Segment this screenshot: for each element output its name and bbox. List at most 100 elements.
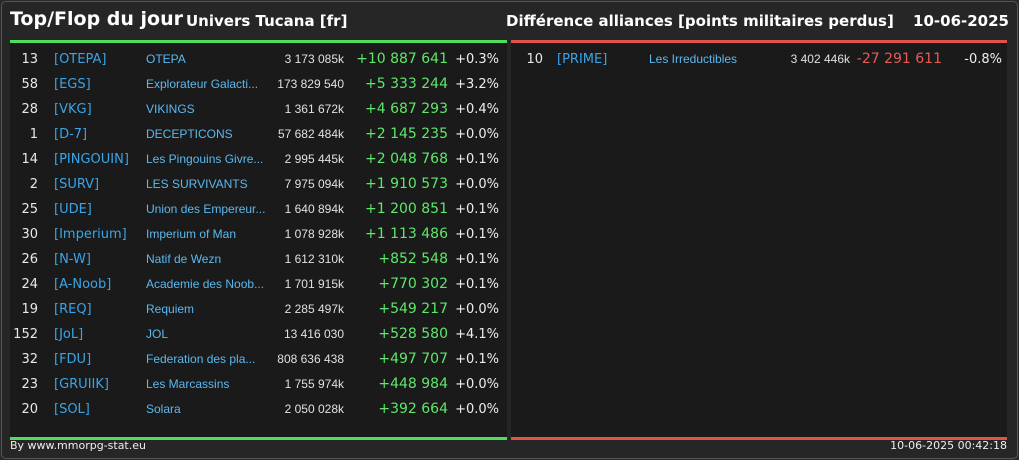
alliance-tag-link[interactable]: [VKG] xyxy=(54,102,92,117)
alliance-name-link[interactable]: Explorateur Galacti... xyxy=(146,77,259,91)
alliance-tag-link[interactable]: [EGS] xyxy=(54,77,91,92)
alliance-tag-link[interactable]: [GRUIIK] xyxy=(54,377,109,392)
points-difference: +528 580 xyxy=(378,326,448,342)
top-row: 26 [N-W] Natif de Wezn 1 612 310k +852 548 +0… xyxy=(10,247,507,272)
alliance-tag-link[interactable]: [PRIME] xyxy=(557,52,608,67)
alliance-points: 2 285 497k xyxy=(284,302,344,316)
top-row: 14 [PINGOUIN] Les Pingouins Givre... 2 995 … xyxy=(10,147,507,172)
alliance-tag-link[interactable]: [Imperium] xyxy=(54,227,127,242)
alliance-rank: 28 xyxy=(21,102,38,117)
alliance-tag-link[interactable]: [SURV] xyxy=(54,177,100,192)
alliance-points: 57 682 484k xyxy=(277,127,344,141)
top-row: 20 [SOL] Solara 2 050 028k +392 664 +0.0% xyxy=(10,397,507,422)
points-difference: +497 707 xyxy=(378,351,448,367)
alliance-name-link[interactable]: Union des Empereur... xyxy=(146,202,266,216)
points-difference: +1 910 573 xyxy=(365,176,448,192)
alliance-rank: 19 xyxy=(21,302,38,317)
percent-change: +0.4% xyxy=(455,102,499,117)
alliance-points: 1 361 672k xyxy=(284,102,344,116)
alliance-rank: 20 xyxy=(21,402,38,417)
points-difference: +1 113 486 xyxy=(365,226,448,242)
top-row: 25 [UDE] Union des Empereur... 1 640 894k +1… xyxy=(10,197,507,222)
alliance-rank: 30 xyxy=(21,227,38,242)
alliance-name-link[interactable]: Federation des pla... xyxy=(146,352,256,366)
flop-row: 10 [PRIME] Les Irreductibles 3 402 446k -27 … xyxy=(511,47,1007,72)
alliance-name-link[interactable]: LES SURVIVANTS xyxy=(146,177,248,191)
report-heading: Différence alliances [points militaires … xyxy=(506,12,1009,30)
alliance-name-link[interactable]: DECEPTICONS xyxy=(146,127,233,141)
alliance-name-link[interactable]: Les Marcassins xyxy=(146,377,230,391)
points-difference: +1 200 851 xyxy=(365,201,448,217)
percent-change: +0.0% xyxy=(455,377,499,392)
report-description: Différence alliances [points militaires … xyxy=(506,12,894,30)
top-row: 23 [GRUIIK] Les Marcassins 1 755 974k +448 9… xyxy=(10,372,507,397)
alliance-name-link[interactable]: Academie des Noob... xyxy=(146,277,265,291)
alliance-rank: 58 xyxy=(21,77,38,92)
points-difference: +392 664 xyxy=(378,401,448,417)
alliance-rank: 1 xyxy=(29,127,38,142)
alliance-points: 1 755 974k xyxy=(284,377,344,391)
percent-change: +0.1% xyxy=(455,152,499,167)
points-difference: +5 333 244 xyxy=(365,76,448,92)
alliance-points: 13 416 030 xyxy=(283,327,344,341)
alliance-points: 1 701 915k xyxy=(284,277,344,291)
points-difference: +549 217 xyxy=(378,301,448,317)
alliance-points: 173 829 540 xyxy=(277,77,344,91)
page-title: Top/Flop du jour xyxy=(10,8,183,30)
alliance-tag-link[interactable]: [PINGOUIN] xyxy=(54,152,129,167)
alliance-name-link[interactable]: OTEPA xyxy=(146,52,186,66)
alliance-tag-link[interactable]: [OTEPA] xyxy=(54,52,107,67)
top-row: 2 [SURV] LES SURVIVANTS 7 975 094k +1 910 57… xyxy=(10,172,507,197)
alliance-rank: 13 xyxy=(21,52,38,67)
top-row: 32 [FDU] Federation des pla... 808 636 438 +… xyxy=(10,347,507,372)
alliance-rank: 26 xyxy=(21,252,38,267)
alliance-tag-link[interactable]: [D-7] xyxy=(54,127,88,142)
alliance-tag-link[interactable]: [A-Noob] xyxy=(54,277,112,292)
alliance-tag-link[interactable]: [FDU] xyxy=(54,352,92,367)
alliance-points: 1 078 928k xyxy=(284,227,344,241)
alliance-rank: 152 xyxy=(13,327,38,342)
percent-change: +0.0% xyxy=(455,402,499,417)
alliance-name-link[interactable]: Solara xyxy=(146,402,181,416)
percent-change: +0.0% xyxy=(455,177,499,192)
percent-change: +0.0% xyxy=(455,302,499,317)
alliance-points: 808 636 438 xyxy=(277,352,344,366)
alliance-points: 3 173 085k xyxy=(284,52,344,66)
universe-label: Univers Tucana [fr] xyxy=(186,12,348,30)
points-difference: -27 291 611 xyxy=(856,51,942,67)
source-credit[interactable]: By www.mmorpg-stat.eu xyxy=(10,439,146,452)
top-row: 19 [REQ] Requiem 2 285 497k +549 217 +0.0% xyxy=(10,297,507,322)
percent-change: +0.1% xyxy=(455,352,499,367)
top-row: 13 [OTEPA] OTEPA 3 173 085k +10 887 641 +0.3% xyxy=(10,47,507,72)
alliance-name-link[interactable]: VIKINGS xyxy=(146,102,195,116)
alliance-rank: 24 xyxy=(21,277,38,292)
alliance-name-link[interactable]: Requiem xyxy=(146,302,195,316)
alliance-rank: 25 xyxy=(21,202,38,217)
alliance-tag-link[interactable]: [UDE] xyxy=(54,202,92,217)
alliance-tag-link[interactable]: [REQ] xyxy=(54,302,92,317)
alliance-name-link[interactable]: Natif de Wezn xyxy=(146,252,222,266)
alliance-rank: 10 xyxy=(526,52,543,67)
points-difference: +2 145 235 xyxy=(365,126,448,142)
alliance-tag-link[interactable]: [N-W] xyxy=(54,252,91,267)
alliance-rank: 23 xyxy=(21,377,38,392)
alliance-rank: 32 xyxy=(21,352,38,367)
top-panel: 13 [OTEPA] OTEPA 3 173 085k +10 887 641 +0.3%… xyxy=(10,40,507,440)
percent-change: +4.1% xyxy=(455,327,499,342)
alliance-tag-link[interactable]: [JoL] xyxy=(54,327,84,342)
top-row: 1 [D-7] DECEPTICONS 57 682 484k +2 145 235 +0… xyxy=(10,122,507,147)
alliance-points: 7 975 094k xyxy=(284,177,344,191)
points-difference: +852 548 xyxy=(378,251,448,267)
alliance-points: 3 402 446k xyxy=(790,52,850,66)
alliance-points: 1 612 310k xyxy=(284,252,344,266)
percent-change: +0.0% xyxy=(455,127,499,142)
points-difference: +4 687 293 xyxy=(365,101,448,117)
alliance-name-link[interactable]: Les Irreductibles xyxy=(649,52,738,66)
alliance-name-link[interactable]: JOL xyxy=(146,327,169,341)
alliance-name-link[interactable]: Imperium of Man xyxy=(146,227,237,241)
alliance-points: 1 640 894k xyxy=(284,202,344,216)
alliance-name-link[interactable]: Les Pingouins Givre... xyxy=(146,152,264,166)
alliance-tag-link[interactable]: [SOL] xyxy=(54,402,90,417)
percent-change: +0.1% xyxy=(455,252,499,267)
percent-change: +0.1% xyxy=(455,202,499,217)
